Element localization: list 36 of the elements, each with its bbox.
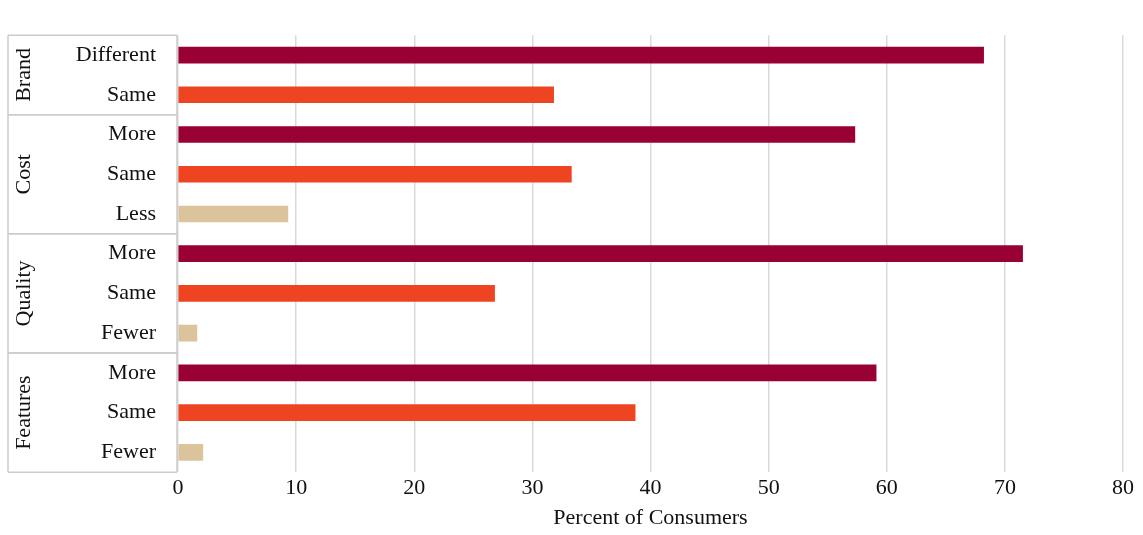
y-tick-label: Same xyxy=(107,398,156,424)
bar xyxy=(178,324,198,342)
y-tick-label: Same xyxy=(107,279,156,305)
bar xyxy=(178,245,1023,263)
y-tick-label: More xyxy=(108,358,156,384)
x-tick-label: 0 xyxy=(172,474,184,500)
bar xyxy=(178,205,289,223)
y-tick-label: More xyxy=(108,120,156,146)
y-tick-label: Fewer xyxy=(101,438,157,464)
bar xyxy=(178,444,204,461)
text: Quality xyxy=(9,260,35,327)
bar xyxy=(178,404,636,421)
text: Features xyxy=(9,375,35,450)
y-tick-label: More xyxy=(108,239,156,265)
x-tick-label: 60 xyxy=(875,474,898,500)
y-tick-label: Same xyxy=(107,160,156,186)
y-tick-label: Different xyxy=(75,40,156,66)
y-tick-label: Less xyxy=(115,199,156,225)
bar xyxy=(178,165,572,183)
bar xyxy=(178,364,877,382)
y-tick-label: Same xyxy=(107,80,156,106)
x-tick-label: 40 xyxy=(639,474,662,500)
bar xyxy=(178,285,495,302)
x-tick-label: 30 xyxy=(521,474,544,500)
bar xyxy=(178,46,984,64)
bar xyxy=(178,86,554,104)
y-tick-label: Fewer xyxy=(101,318,157,344)
bar xyxy=(178,126,856,143)
x-tick-label: 10 xyxy=(285,474,308,500)
x-tick-label: 70 xyxy=(993,474,1016,500)
x-tick-label: 50 xyxy=(757,474,780,500)
x-tick-label: 20 xyxy=(403,474,426,500)
text: Brand xyxy=(9,48,35,102)
text: Cost xyxy=(9,154,35,195)
x-axis-title: Percent of Consumers xyxy=(553,503,748,529)
x-tick-label: 80 xyxy=(1112,474,1134,500)
